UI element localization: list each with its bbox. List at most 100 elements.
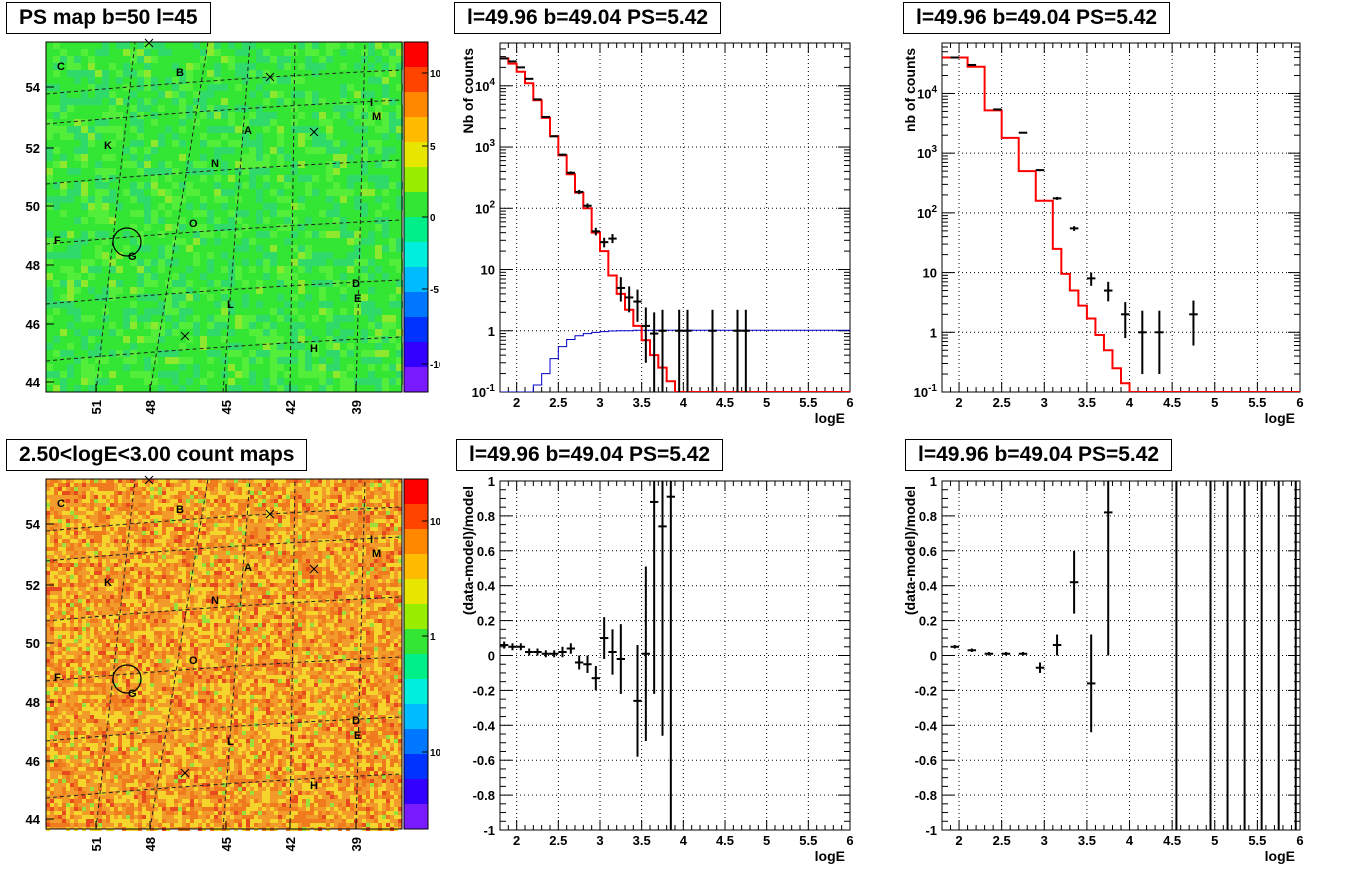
map-pixel [78,667,82,671]
map-pixel [370,687,374,691]
map-pixel [66,591,70,595]
map-pixel [378,643,382,647]
map-pixel [154,651,158,655]
map-pixel [170,587,174,591]
map-pixel [277,175,284,182]
map-pixel [234,707,238,711]
map-pixel [67,350,74,357]
map-pixel [150,631,154,635]
map-pixel [354,535,358,539]
map-pixel [150,479,154,483]
map-pixel [246,635,250,639]
map-pixel [347,378,354,385]
map-pixel [305,42,312,49]
map-pixel [198,691,202,695]
map-pixel [238,555,242,559]
map-pixel [226,607,230,611]
map-pixel [310,515,314,519]
map-pixel [186,245,193,252]
map-pixel [162,579,166,583]
map-pixel [102,126,109,133]
map-pixel [330,579,334,583]
map-pixel [242,711,246,715]
map-pixel [290,567,294,571]
map-pixel [222,715,226,719]
map-pixel [246,619,250,623]
map-pixel [284,315,291,322]
map-pixel [214,495,218,499]
map-pixel [66,703,70,707]
map-pixel [322,643,326,647]
map-pixel [78,583,82,587]
map-pixel [302,519,306,523]
map-pixel [342,567,346,571]
map-pixel [118,499,122,503]
map-pixel [151,147,158,154]
map-pixel [278,535,282,539]
map-pixel [202,699,206,703]
map-pixel [158,487,162,491]
map-pixel [368,259,375,266]
map-pixel [110,699,114,703]
map-pixel [74,691,78,695]
map-pixel [326,591,330,595]
map-pixel [109,105,116,112]
map-pixel [166,655,170,659]
map-pixel [226,583,230,587]
map-pixel [172,224,179,231]
map-pixel [262,667,266,671]
map-pixel [290,563,294,567]
map-pixel [319,280,326,287]
map-pixel [370,623,374,627]
map-pixel [375,210,382,217]
map-pixel [382,583,386,587]
map-pixel [270,583,274,587]
map-pixel [306,595,310,599]
map-pixel [146,599,150,603]
map-pixel [326,364,333,371]
map-pixel [174,515,178,519]
map-pixel [333,112,340,119]
map-pixel [90,595,94,599]
map-pixel [350,615,354,619]
map-pixel [53,196,60,203]
map-pixel [278,635,282,639]
map-pixel [398,547,402,551]
map-pixel [291,161,298,168]
map-pixel [158,695,162,699]
map-pixel [118,655,122,659]
map-pixel [150,623,154,627]
map-pixel [274,583,278,587]
map-pixel [58,483,62,487]
map-pixel [286,479,290,483]
map-pixel [74,687,78,691]
map-pixel [144,364,151,371]
map-pixel [142,663,146,667]
map-pixel [398,691,402,695]
map-pixel [218,667,222,671]
map-pixel [54,511,58,515]
map-pixel [270,547,274,551]
map-pixel [346,555,350,559]
map-pixel [182,535,186,539]
map-pixel [318,603,322,607]
map-pixel [284,217,291,224]
map-pixel [314,723,318,727]
map-pixel [102,315,109,322]
map-pixel [389,259,396,266]
map-pixel [126,671,130,675]
map-pixel [86,575,90,579]
map-pixel [228,210,235,217]
map-pixel [338,599,342,603]
map-pixel [226,611,230,615]
map-pixel [362,687,366,691]
map-pixel [386,507,390,511]
map-pixel [274,627,278,631]
map-pixel [46,499,50,503]
map-pixel [370,511,374,515]
map-pixel [263,273,270,280]
map-pixel [310,667,314,671]
map-pixel [284,175,291,182]
map-pixel [46,511,50,515]
map-pixel [238,671,242,675]
